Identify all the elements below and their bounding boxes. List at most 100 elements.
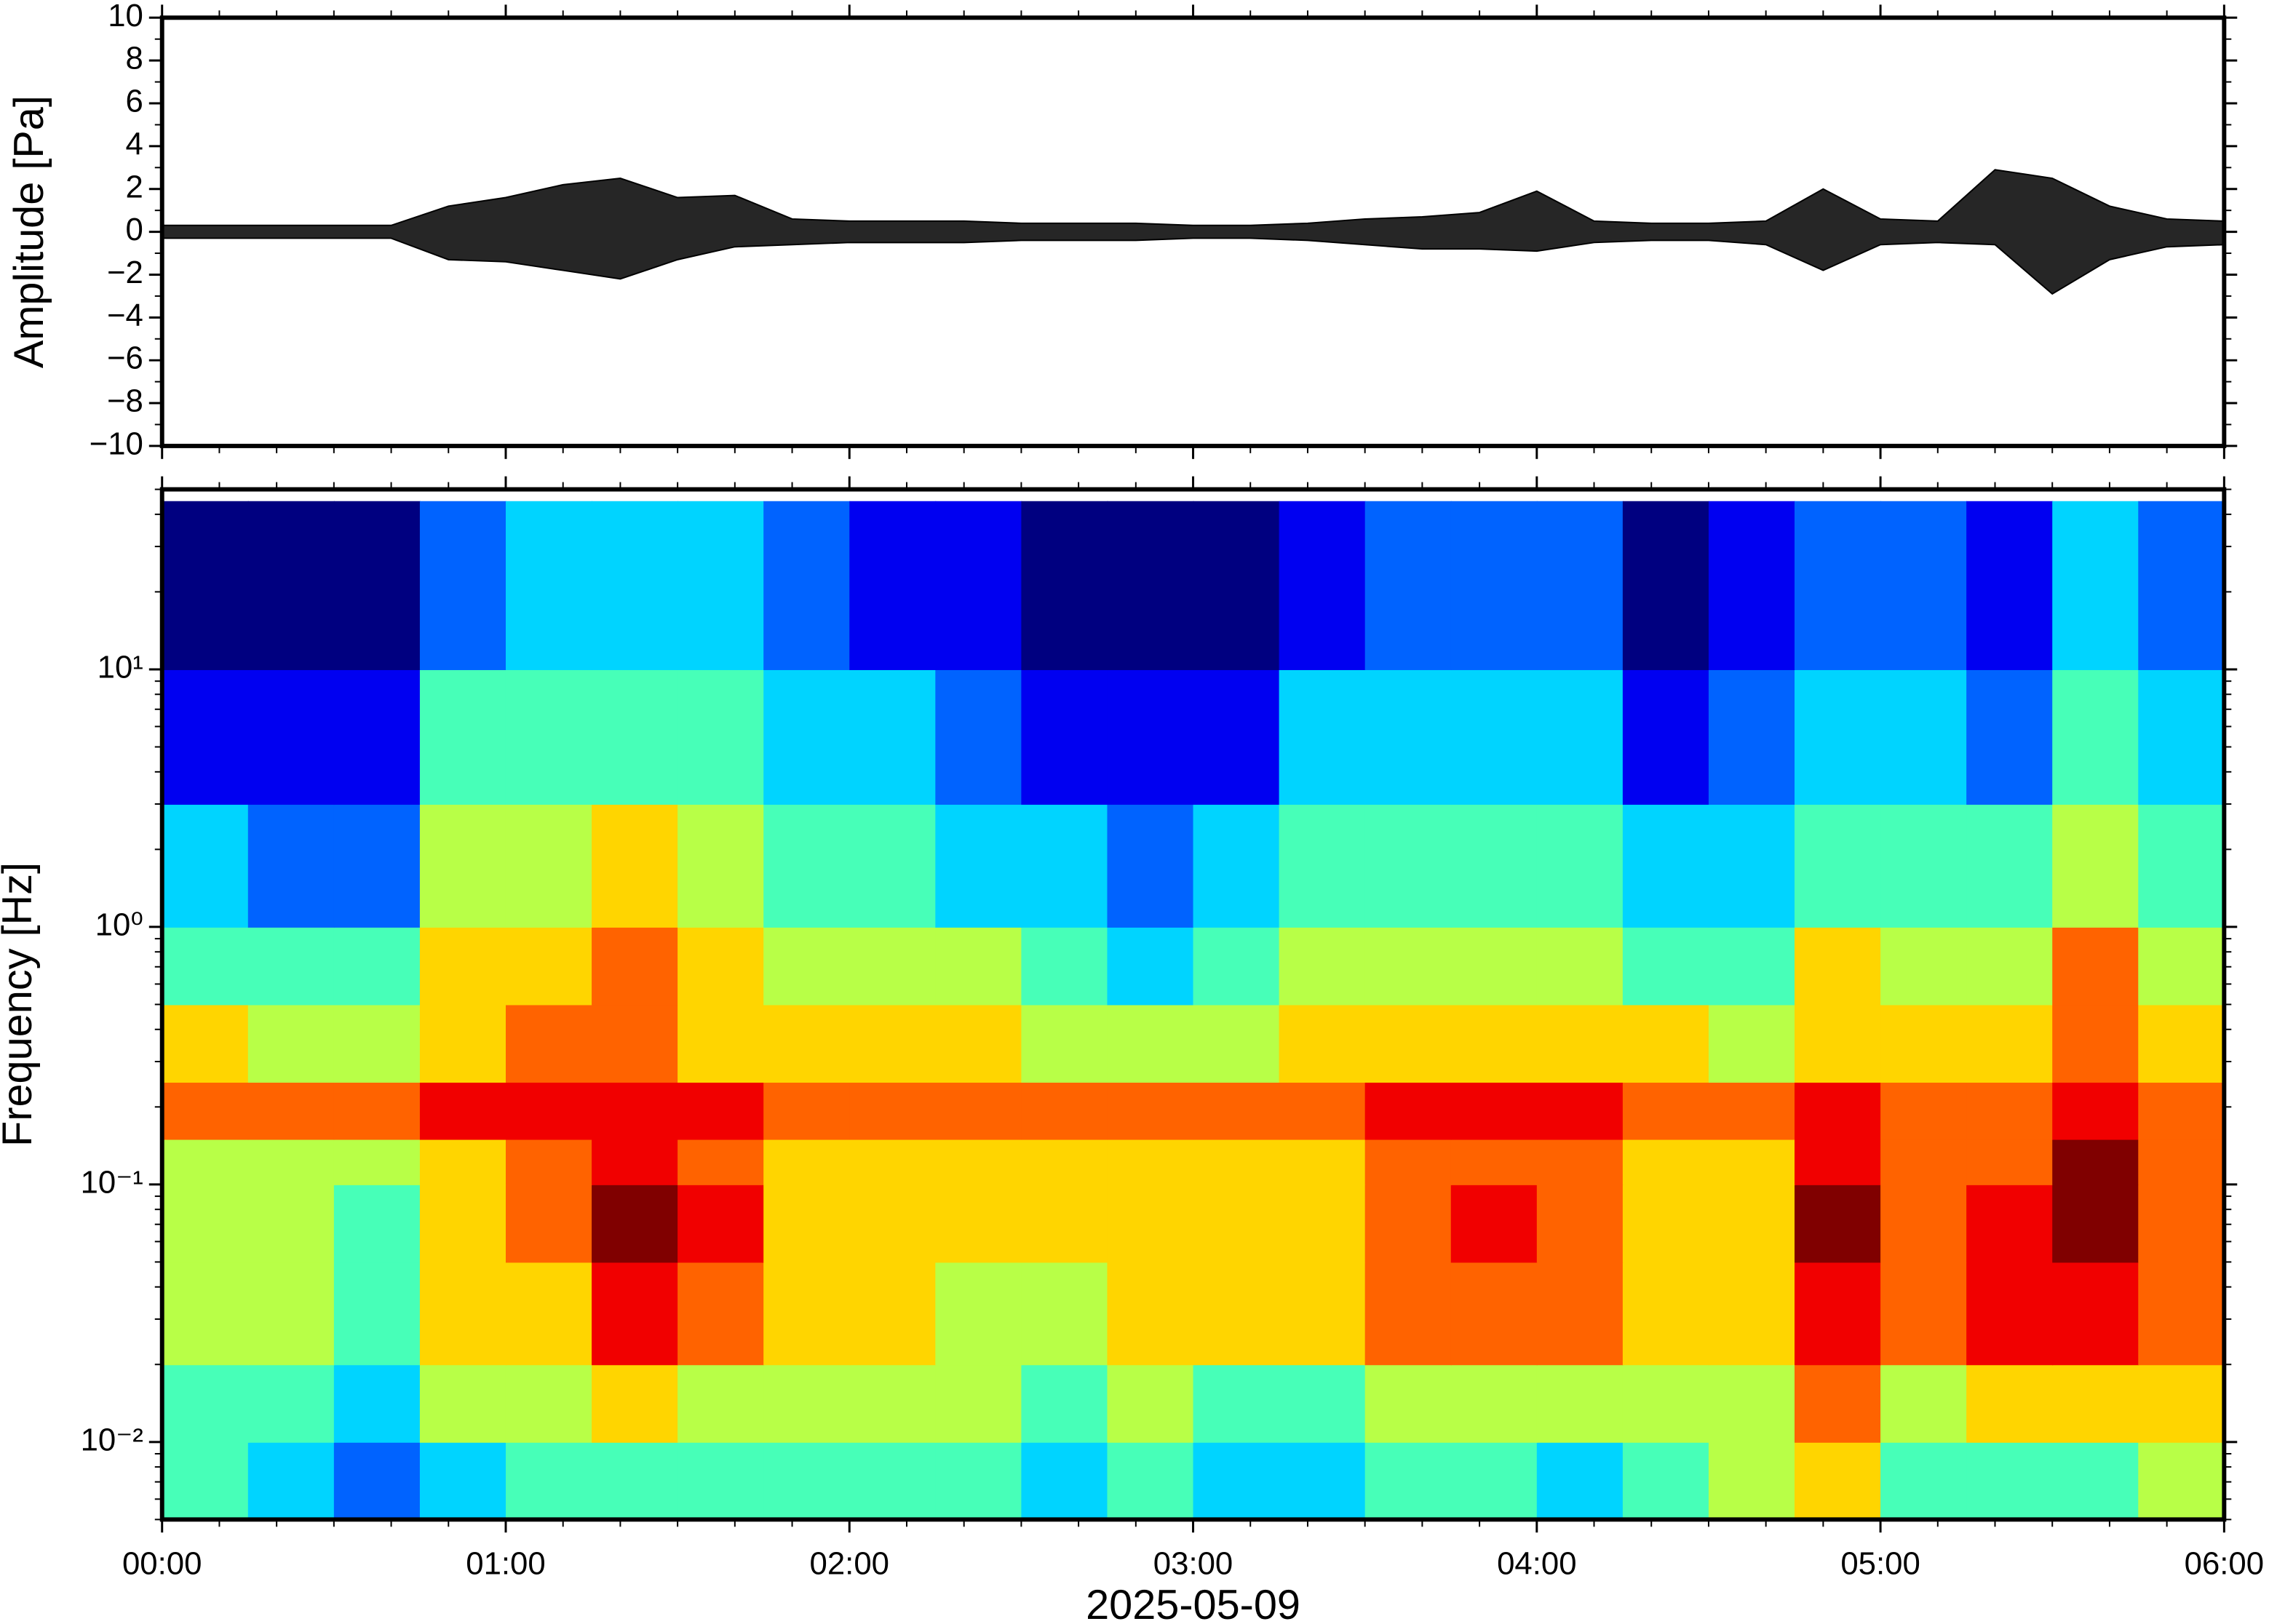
y-tick-label: 6 (126, 84, 143, 119)
x-tick-label: 04:00 (1497, 1546, 1576, 1582)
y-tick-label: 8 (126, 41, 143, 76)
spectrogram-cell (162, 926, 249, 1006)
spectrogram-cell (1622, 1262, 1709, 1366)
spectrogram-cell (1021, 926, 1108, 1006)
spectrogram-cell (1536, 926, 1624, 1006)
spectrogram-cell (1795, 1082, 1882, 1140)
spectrogram-cell (1450, 926, 1538, 1006)
spectrogram-cell (1966, 501, 2054, 670)
spectrogram-cell (1536, 1262, 1624, 1366)
spectrogram-cell (505, 669, 593, 805)
spectrogram-cell (162, 1262, 249, 1366)
spectrogram-cell (1107, 926, 1194, 1006)
spectrogram-cell (1795, 669, 1882, 805)
spectrogram-cell (1536, 1441, 1624, 1521)
spectrogram (162, 501, 2225, 1521)
spectrogram-cell (592, 1441, 679, 1521)
spectrogram-cell (1536, 1184, 1624, 1263)
spectrogram-cell (1279, 1364, 1366, 1443)
spectrogram-cell (592, 501, 679, 670)
spectrogram-cell (2052, 1441, 2139, 1521)
spectrogram-cell (2052, 926, 2139, 1006)
spectrogram-cell (1622, 1364, 1709, 1443)
spectrogram-cell (935, 804, 1022, 928)
y-tick-label: −8 (107, 383, 143, 419)
y-tick-label: 10¹ (98, 650, 143, 685)
spectrogram-cell (677, 1364, 765, 1443)
spectrogram-cell (505, 501, 593, 670)
spectrogram-cell (505, 1139, 593, 1185)
spectrogram-cell (935, 669, 1022, 805)
spectrogram-cell (2052, 669, 2139, 805)
spectrogram-cell (247, 926, 335, 1006)
spectrogram-cell (333, 669, 421, 805)
spectrogram-cell (1966, 1364, 2054, 1443)
spectrogram-cell (2052, 1262, 2139, 1366)
spectrogram-cell (419, 1082, 506, 1140)
spectrogram-cell (1708, 669, 1796, 805)
spectrogram-cell (1450, 1184, 1538, 1263)
spectrogram-cell (1708, 1364, 1796, 1443)
spectrogram-cell (1880, 1082, 1968, 1140)
spectrogram-cell (162, 1082, 249, 1140)
spectrogram-cell (677, 1004, 765, 1083)
spectrogram-cell (1107, 1082, 1194, 1140)
spectrogram-cell (419, 1184, 506, 1263)
spectrogram-cell (2138, 926, 2225, 1006)
spectrogram-cell (849, 669, 937, 805)
spectrogram-cell (1450, 1139, 1538, 1185)
spectrogram-cell (849, 1082, 937, 1140)
spectrogram-cell (1966, 804, 2054, 928)
spectrogram-cell (1364, 926, 1452, 1006)
spectrogram-cell (1622, 1139, 1709, 1185)
waveform (162, 169, 2225, 295)
spectrogram-cell (592, 926, 679, 1006)
spectrogram-cell (1536, 1004, 1624, 1083)
spectrogram-cell (1193, 926, 1280, 1006)
y-tick-label: −4 (107, 298, 143, 333)
spectrogram-cell (592, 804, 679, 928)
spectrogram-cell (763, 669, 851, 805)
spectrogram-cell (1364, 1082, 1452, 1140)
spectrogram-cell (1795, 1004, 1882, 1083)
spectrogram-cell (677, 1441, 765, 1521)
spectrogram-cell (1279, 1441, 1366, 1521)
spectrogram-cell (935, 1441, 1022, 1521)
spectrogram-cell (247, 1139, 335, 1185)
spectrogram-cell (505, 1441, 593, 1521)
spectrogram-cell (1450, 669, 1538, 805)
spectrogram-cell (1279, 804, 1366, 928)
spectrogram-cell (333, 1004, 421, 1083)
spectrogram-cell (333, 1139, 421, 1185)
spectrogram-cell (1279, 926, 1366, 1006)
spectrogram-cell (505, 926, 593, 1006)
spectrogram-cell (1880, 1364, 1968, 1443)
spectrogram-cell (1536, 1082, 1624, 1140)
spectrogram-cell (677, 1184, 765, 1263)
spectrogram-cell (1364, 1262, 1452, 1366)
spectrogram-cell (419, 1364, 506, 1443)
spectrogram-cell (1966, 1441, 2054, 1521)
spectrogram-cell (1536, 1139, 1624, 1185)
spectrogram-cell (162, 1364, 249, 1443)
spectrogram-cell (333, 926, 421, 1006)
spectrogram-cell (2052, 1004, 2139, 1083)
spectrogram-cell (849, 1262, 937, 1366)
spectrogram-cell (162, 804, 249, 928)
waveform-line (162, 237, 2225, 295)
spectrogram-cell (1795, 1262, 1882, 1366)
spectrogram-cell (1279, 1004, 1366, 1083)
x-tick-label: 03:00 (1153, 1546, 1233, 1582)
spectrogram-cell (419, 1262, 506, 1366)
spectrogram-cell (763, 1139, 851, 1185)
spectrogram-cell (763, 926, 851, 1006)
spectrogram-cell (1193, 501, 1280, 670)
spectrogram-cell (1193, 1139, 1280, 1185)
spectrogram-cell (333, 804, 421, 928)
spectrogram-cell (592, 669, 679, 805)
x-tick-label: 06:00 (2185, 1546, 2264, 1582)
waveform-line (162, 169, 2225, 226)
spectrogram-cell (1279, 1139, 1366, 1185)
spectrogram-cell (505, 1364, 593, 1443)
